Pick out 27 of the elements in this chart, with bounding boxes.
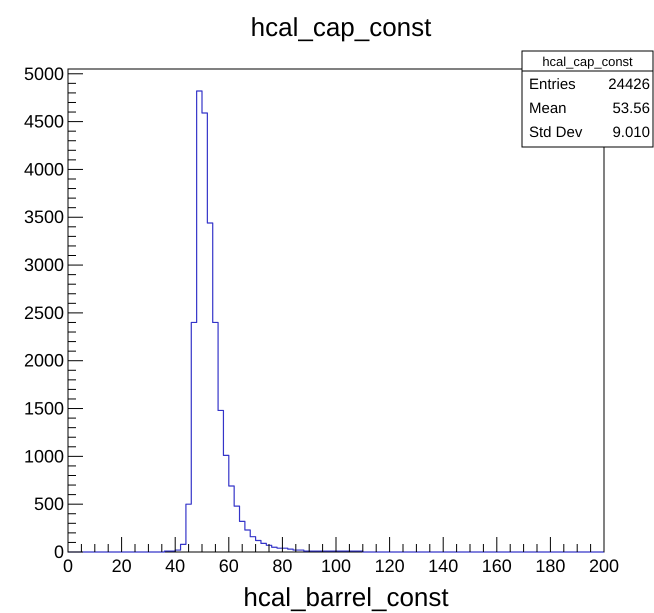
text: Std Dev 9.010	[529, 124, 650, 141]
x-tick-label: 20	[112, 556, 132, 576]
y-tick-label: 5000	[24, 64, 64, 84]
chart-title: hcal_cap_const	[250, 12, 432, 42]
x-tick-label: 180	[535, 556, 566, 576]
legend-title: hcal_cap_const	[542, 54, 634, 69]
y-tick-label: 3500	[24, 207, 64, 228]
y-tick-label: 3000	[24, 255, 64, 276]
y-tick-label: 2500	[24, 302, 64, 323]
y-tick-label: 500	[34, 494, 64, 514]
x-tick-label: 140	[428, 556, 458, 576]
y-tick-label: 1500	[24, 398, 64, 419]
y-tick-label: 0	[54, 542, 64, 562]
x-tick-label: 40	[165, 556, 186, 576]
x-tick-label: 80	[272, 556, 292, 576]
y-tick-label: 2000	[24, 350, 64, 371]
x-tick-label: 160	[482, 556, 512, 576]
y-tick-label: 1000	[24, 446, 64, 466]
x-tick-label: 60	[218, 556, 239, 576]
y-tick-label: 4500	[24, 112, 64, 132]
x-tick-label: 200	[588, 556, 620, 576]
x-tick-label: 120	[374, 556, 405, 576]
x-axis-title: hcal_barrel_const	[243, 582, 450, 612]
text: Mean 53.56	[529, 100, 650, 117]
text: Entries 24426	[529, 76, 650, 93]
x-tick-label: 100	[320, 556, 352, 576]
y-tick-label: 4000	[24, 159, 64, 180]
